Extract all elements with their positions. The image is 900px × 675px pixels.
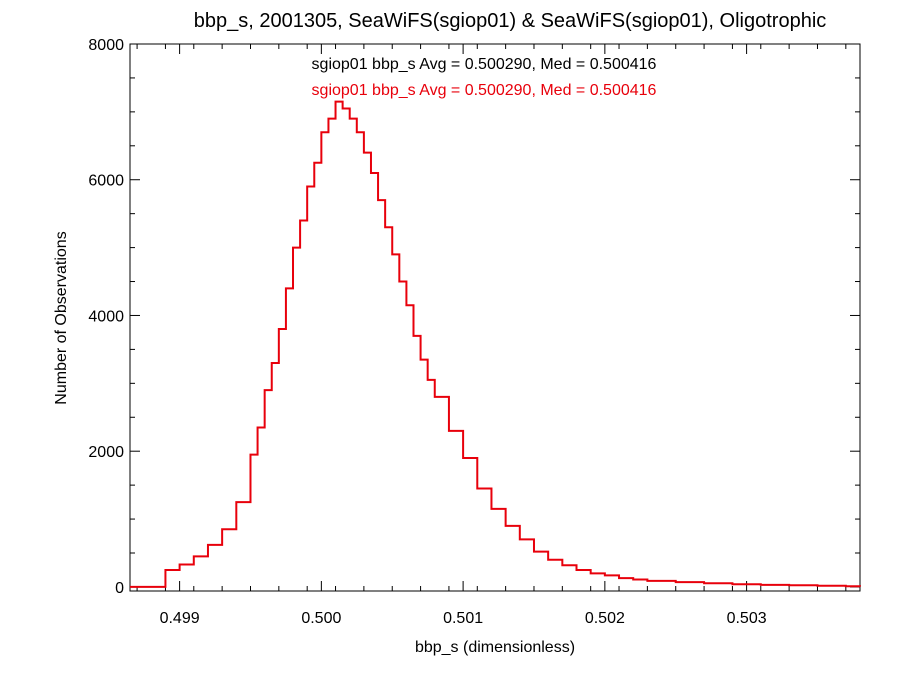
x-tick-label: 0.500 xyxy=(301,610,341,627)
y-tick-label: 0 xyxy=(115,580,124,597)
x-axis: 0.499 0.500 0.501 0.502 0.503 xyxy=(136,44,847,627)
annotation-stats-red: sgiop01 bbp_s Avg = 0.500290, Med = 0.50… xyxy=(312,82,657,99)
y-tick-label: 2000 xyxy=(88,444,124,461)
y-axis: 0 2000 4000 6000 8000 xyxy=(88,37,860,597)
y-tick-label: 6000 xyxy=(88,173,124,190)
plot-frame xyxy=(129,43,861,592)
x-axis-label: bbp_s (dimensionless) xyxy=(415,639,575,656)
chart-title: bbp_s, 2001305, SeaWiFS(sgiop01) & SeaWi… xyxy=(194,10,827,32)
y-axis-label: Number of Observations xyxy=(53,231,70,404)
y-tick-label: 4000 xyxy=(88,308,124,325)
x-tick-label: 0.502 xyxy=(585,610,625,627)
x-tick-label: 0.499 xyxy=(160,610,200,627)
y-tick-label: 8000 xyxy=(88,37,124,54)
x-tick-label: 0.501 xyxy=(443,610,483,627)
histogram-series-line xyxy=(130,100,861,588)
x-tick-label: 0.503 xyxy=(727,610,767,627)
annotation-stats-black: sgiop01 bbp_s Avg = 0.500290, Med = 0.50… xyxy=(312,56,657,73)
